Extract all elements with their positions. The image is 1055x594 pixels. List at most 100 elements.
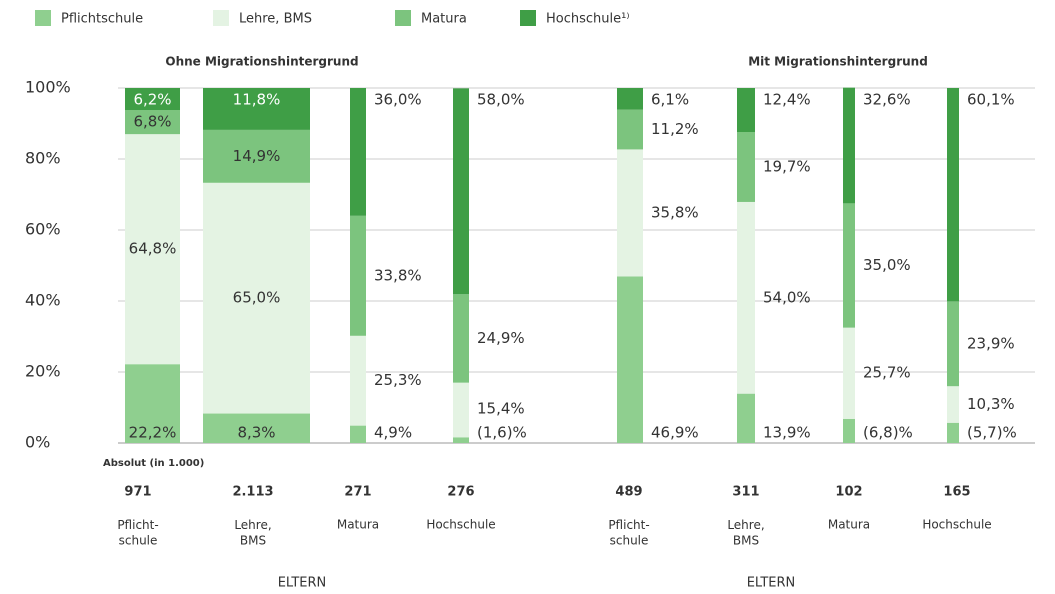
x-tick-label: Lehre, BMS [234, 518, 271, 548]
absolute-value: 102 [835, 485, 862, 500]
bar-segment [737, 132, 755, 202]
x-tick-label: Pflicht-schule [608, 518, 649, 548]
bar-segment [843, 203, 855, 328]
bar-segment [617, 276, 643, 443]
value-label: 8,3% [237, 424, 275, 442]
bar-segment [453, 382, 469, 438]
y-tick-label: 20% [25, 362, 61, 381]
y-tick-label: 40% [25, 291, 61, 310]
value-label: 33,8% [374, 266, 422, 284]
bar-segment [350, 335, 366, 426]
x-axis-label: ELTERN [278, 576, 327, 591]
absolute-value: 2.113 [232, 485, 273, 500]
y-tick-label: 60% [25, 220, 61, 239]
value-label: 64,8% [129, 240, 177, 258]
bar-segment [453, 437, 469, 443]
bar-segment [350, 88, 366, 216]
bar-segment [125, 110, 180, 135]
legend-swatch [35, 10, 51, 26]
value-label: 13,9% [763, 424, 811, 442]
value-label: (1,6)% [477, 424, 527, 442]
value-label: 4,9% [374, 424, 412, 442]
value-label: 23,9% [967, 334, 1015, 352]
bar-segment [617, 88, 643, 110]
absolute-title: Absolut (in 1.000) [103, 458, 204, 469]
group-title: Mit Migrationshintergrund [748, 55, 928, 69]
value-label: 19,7% [763, 157, 811, 175]
value-label: 46,9% [651, 424, 699, 442]
absolute-value: 311 [732, 485, 759, 500]
value-label: 60,1% [967, 91, 1015, 109]
value-label: 36,0% [374, 91, 422, 109]
bar-segment [125, 88, 180, 111]
bar-segment [203, 413, 310, 443]
bar-segment [947, 386, 959, 423]
x-tick-label: Hochschule [922, 518, 991, 532]
value-label: 25,7% [863, 364, 911, 382]
value-label: 11,2% [651, 120, 699, 138]
bar-segment [947, 88, 959, 302]
value-label: 25,3% [374, 371, 422, 389]
value-label: 12,4% [763, 91, 811, 109]
absolute-value: 971 [124, 485, 151, 500]
y-tick-label: 0% [25, 433, 50, 452]
group-title: Ohne Migrationshintergrund [165, 55, 358, 69]
x-axis-label: ELTERN [747, 576, 796, 591]
legend-swatch [395, 10, 411, 26]
bar-segment [843, 327, 855, 419]
bar-segment [737, 88, 755, 133]
legend-label: Pflichtschule [61, 12, 143, 27]
bar-segment [203, 129, 310, 183]
bar-segment [947, 422, 959, 443]
bar-segment [125, 134, 180, 365]
value-label: 15,4% [477, 400, 525, 418]
bar-segment [843, 418, 855, 443]
bar-segment [350, 425, 366, 443]
legend-label: Matura [421, 12, 467, 27]
value-label: 6,2% [133, 91, 171, 109]
value-label: 10,3% [967, 395, 1015, 413]
x-tick-label: Pflicht-schule [117, 518, 158, 548]
bar-segment [947, 301, 959, 387]
y-tick-label: 100% [25, 78, 71, 97]
value-label: 32,6% [863, 91, 911, 109]
absolute-value: 165 [943, 485, 970, 500]
bar-segment [350, 215, 366, 336]
bar-segment [203, 182, 310, 414]
legend-swatch [213, 10, 229, 26]
value-label: (6,8)% [863, 424, 913, 442]
value-label: 6,8% [133, 113, 171, 131]
bar-segment [453, 88, 469, 295]
x-tick-label: Hochschule [426, 518, 495, 532]
value-label: 11,8% [233, 91, 281, 109]
value-label: 22,2% [129, 424, 177, 442]
bar-segment [125, 364, 180, 443]
value-label: 35,8% [651, 203, 699, 221]
bar-segment [737, 201, 755, 394]
bar-segment [843, 87, 855, 204]
legend-label: Lehre, BMS [239, 12, 312, 27]
x-tick-label: Matura [828, 518, 870, 532]
value-label: 58,0% [477, 91, 525, 109]
value-label: 54,0% [763, 288, 811, 306]
y-tick-label: 80% [25, 149, 61, 168]
bar-segment [617, 109, 643, 150]
value-label: 35,0% [863, 256, 911, 274]
absolute-value: 271 [344, 485, 371, 500]
legend-label: Hochschule¹⁾ [546, 12, 630, 27]
value-label: 6,1% [651, 91, 689, 109]
bar-segment [203, 88, 310, 130]
x-tick-label: Lehre, BMS [727, 518, 764, 548]
value-label: 24,9% [477, 329, 525, 347]
absolute-value: 276 [447, 485, 474, 500]
bar-segment [617, 149, 643, 277]
value-label: (5,7)% [967, 424, 1017, 442]
bar-segment [453, 294, 469, 383]
value-label: 14,9% [233, 147, 281, 165]
x-tick-label: Matura [337, 518, 379, 532]
value-label: 65,0% [233, 289, 281, 307]
absolute-value: 489 [615, 485, 642, 500]
legend-swatch [520, 10, 536, 26]
bar-segment [737, 393, 755, 443]
